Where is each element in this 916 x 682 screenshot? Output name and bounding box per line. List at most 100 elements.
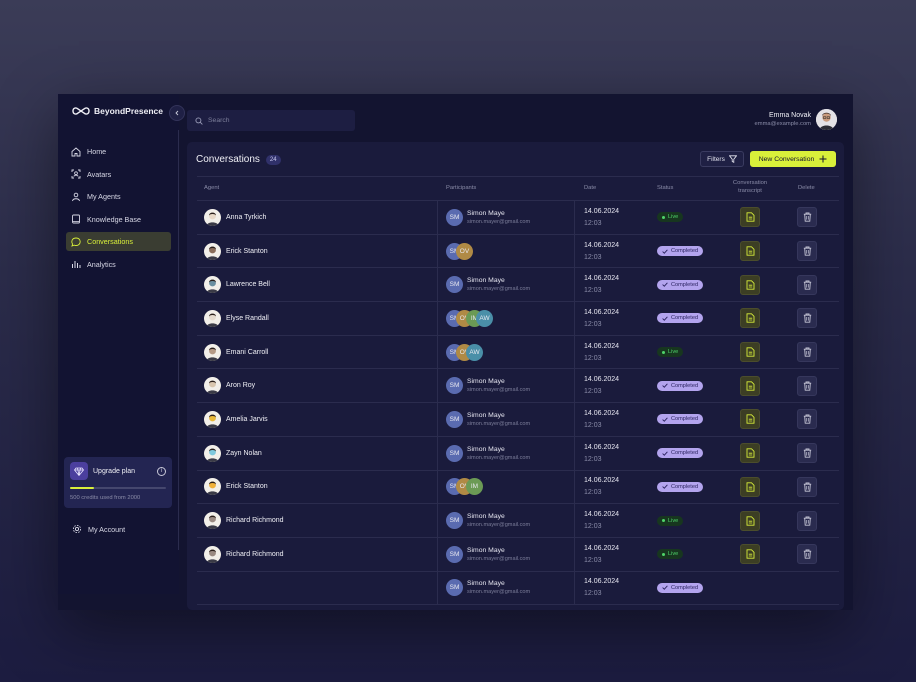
view-transcript-button[interactable]	[740, 308, 760, 329]
view-transcript-button[interactable]	[740, 274, 760, 295]
table-row[interactable]: SM Simon Maye simon.mayer@gmail.com 14.06.2…	[197, 571, 839, 606]
status-badge: Completed	[657, 582, 704, 593]
delete-conversation-button[interactable]	[797, 241, 817, 262]
live-dot-icon	[662, 552, 665, 556]
transcript-cell	[740, 268, 760, 301]
agent-avatar	[204, 478, 221, 496]
participants-cell: SM Simon Maye simon.mayer@gmail.com	[437, 571, 575, 605]
chevron-left-icon	[175, 110, 179, 116]
collapse-sidebar-button[interactable]	[169, 105, 185, 121]
table-row[interactable]: Erick Stanton SM OV IM 14.06.2024 12:03 Comple…	[197, 470, 839, 505]
info-icon[interactable]: i	[157, 466, 166, 476]
agent-name: Amelia Jarvis	[226, 415, 268, 423]
delete-conversation-button[interactable]	[797, 443, 817, 464]
sidebar-item-my-agents[interactable]: My Agents	[66, 187, 171, 206]
conversations-table-body: Anna Tyrkich SM Simon Maye simon.mayer@gmai…	[197, 201, 839, 606]
status-label: Completed	[671, 281, 699, 288]
participants-cell: SM Simon Maye simon.mayer@gmail.com	[437, 268, 575, 302]
status-cell: Live	[657, 504, 684, 537]
document-icon	[746, 280, 754, 290]
delete-conversation-button[interactable]	[797, 342, 817, 363]
sidebar-item-analytics[interactable]: Analytics	[66, 255, 171, 274]
logo-icon	[72, 107, 90, 115]
check-icon	[662, 484, 668, 490]
delete-conversation-button[interactable]	[797, 207, 817, 228]
participant-email: simon.mayer@gmail.com	[467, 454, 531, 461]
table-row[interactable]: Anna Tyrkich SM Simon Maye simon.mayer@gmai…	[197, 201, 839, 235]
agent-name: Elyse Randall	[226, 314, 269, 322]
view-transcript-button[interactable]	[740, 409, 760, 430]
table-row[interactable]: Elyse Randall SM OV IM AW 14.06.2024 12:03 Comp…	[197, 302, 839, 336]
status-badge: Completed	[657, 313, 704, 324]
view-transcript-button[interactable]	[740, 544, 760, 565]
participant-chip: OV	[456, 242, 473, 260]
table-row[interactable]: Lawrence Bell SM Simon Maye simon.mayer@gma…	[197, 268, 839, 303]
sidebar-item-knowledge-base[interactable]: Knowledge Base	[66, 210, 171, 229]
status-label: Completed	[671, 584, 699, 591]
column-header-participants: Participants	[446, 185, 477, 191]
agent-cell: Amelia Jarvis	[204, 403, 268, 436]
plus-icon	[819, 155, 827, 163]
status-badge: Completed	[657, 414, 704, 425]
user-menu[interactable]: Emma Novak emma@example.com	[755, 109, 837, 130]
delete-conversation-button[interactable]	[797, 510, 817, 531]
agent-cell: Anna Tyrkich	[204, 201, 266, 234]
view-transcript-button[interactable]	[740, 476, 760, 497]
participants-cell: SM OV AW	[437, 335, 575, 369]
column-header-agent: Agent	[204, 185, 220, 191]
delete-conversation-button[interactable]	[797, 476, 817, 497]
table-row[interactable]: Erick Stanton SM OV 14.06.2024 12:03 Complete…	[197, 234, 839, 269]
conversations-panel: Conversations 24 Filters New Conversatio…	[187, 142, 844, 610]
book-icon	[72, 214, 80, 224]
upgrade-plan-card[interactable]: Upgrade plan i 500 credits used from 200…	[64, 457, 172, 508]
sidebar-item-conversations[interactable]: Conversations	[66, 232, 171, 251]
conversation-time: 12:03	[584, 590, 602, 598]
table-row[interactable]: Richard Richmond SM Simon Maye simon.mayer@…	[197, 504, 839, 538]
conversation-time: 12:03	[584, 489, 602, 497]
avatar-scan-icon	[71, 169, 81, 179]
delete-conversation-button[interactable]	[797, 409, 817, 430]
table-row[interactable]: Richard Richmond SM Simon Maye simon.mayer@…	[197, 537, 839, 572]
date-cell: 14.06.2024 12:03	[584, 471, 619, 504]
view-transcript-button[interactable]	[740, 510, 760, 531]
agent-avatar	[204, 512, 221, 530]
table-row[interactable]: Amelia Jarvis SM Simon Maye simon.mayer@gma…	[197, 403, 839, 437]
sidebar-item-home[interactable]: Home	[66, 142, 171, 161]
table-row[interactable]: Aron Roy SM Simon Maye simon.mayer@gmail.co…	[197, 369, 839, 404]
date-cell: 14.06.2024 12:03	[584, 201, 619, 234]
delete-cell	[797, 369, 817, 402]
document-icon	[746, 313, 754, 324]
agent-cell: Richard Richmond	[204, 538, 284, 571]
view-transcript-button[interactable]	[740, 207, 760, 228]
search-box[interactable]	[187, 110, 355, 131]
view-transcript-button[interactable]	[740, 375, 760, 396]
conversation-time: 12:03	[584, 320, 602, 328]
agent-cell: Elyse Randall	[204, 302, 269, 335]
user-avatar[interactable]	[816, 109, 837, 130]
delete-conversation-button[interactable]	[797, 544, 817, 565]
new-conversation-button[interactable]: New Conversation	[750, 151, 836, 167]
participant-chip: IM	[466, 478, 483, 496]
table-row[interactable]: Emani Carroll SM OV AW 14.06.2024 12:03 Live	[197, 335, 839, 370]
user-name: Emma Novak	[768, 112, 811, 119]
delete-conversation-button[interactable]	[797, 274, 817, 295]
agent-name: Aron Roy	[226, 382, 256, 390]
filters-button[interactable]: Filters	[700, 151, 744, 167]
agent-name: Emani Carroll	[226, 348, 269, 356]
participant-chip: AW	[466, 343, 483, 361]
participant-email: simon.mayer@gmail.com	[467, 420, 531, 427]
search-input[interactable]	[208, 117, 348, 124]
view-transcript-button[interactable]	[740, 443, 760, 464]
delete-conversation-button[interactable]	[797, 375, 817, 396]
status-cell: Completed	[657, 403, 704, 436]
participants-cell: SM OV	[437, 234, 575, 268]
table-row[interactable]: Zayn Nolan SM Simon Maye simon.mayer@gmail.…	[197, 436, 839, 471]
status-label: Live	[668, 349, 679, 356]
view-transcript-button[interactable]	[740, 241, 760, 262]
view-transcript-button[interactable]	[740, 342, 760, 363]
agent-name: Erick Stanton	[226, 247, 268, 255]
my-account-link[interactable]: My Account	[72, 524, 125, 534]
participants-cell: SM Simon Maye simon.mayer@gmail.com	[437, 369, 575, 403]
sidebar-item-avatars[interactable]: Avatars	[66, 165, 171, 184]
delete-conversation-button[interactable]	[797, 308, 817, 329]
